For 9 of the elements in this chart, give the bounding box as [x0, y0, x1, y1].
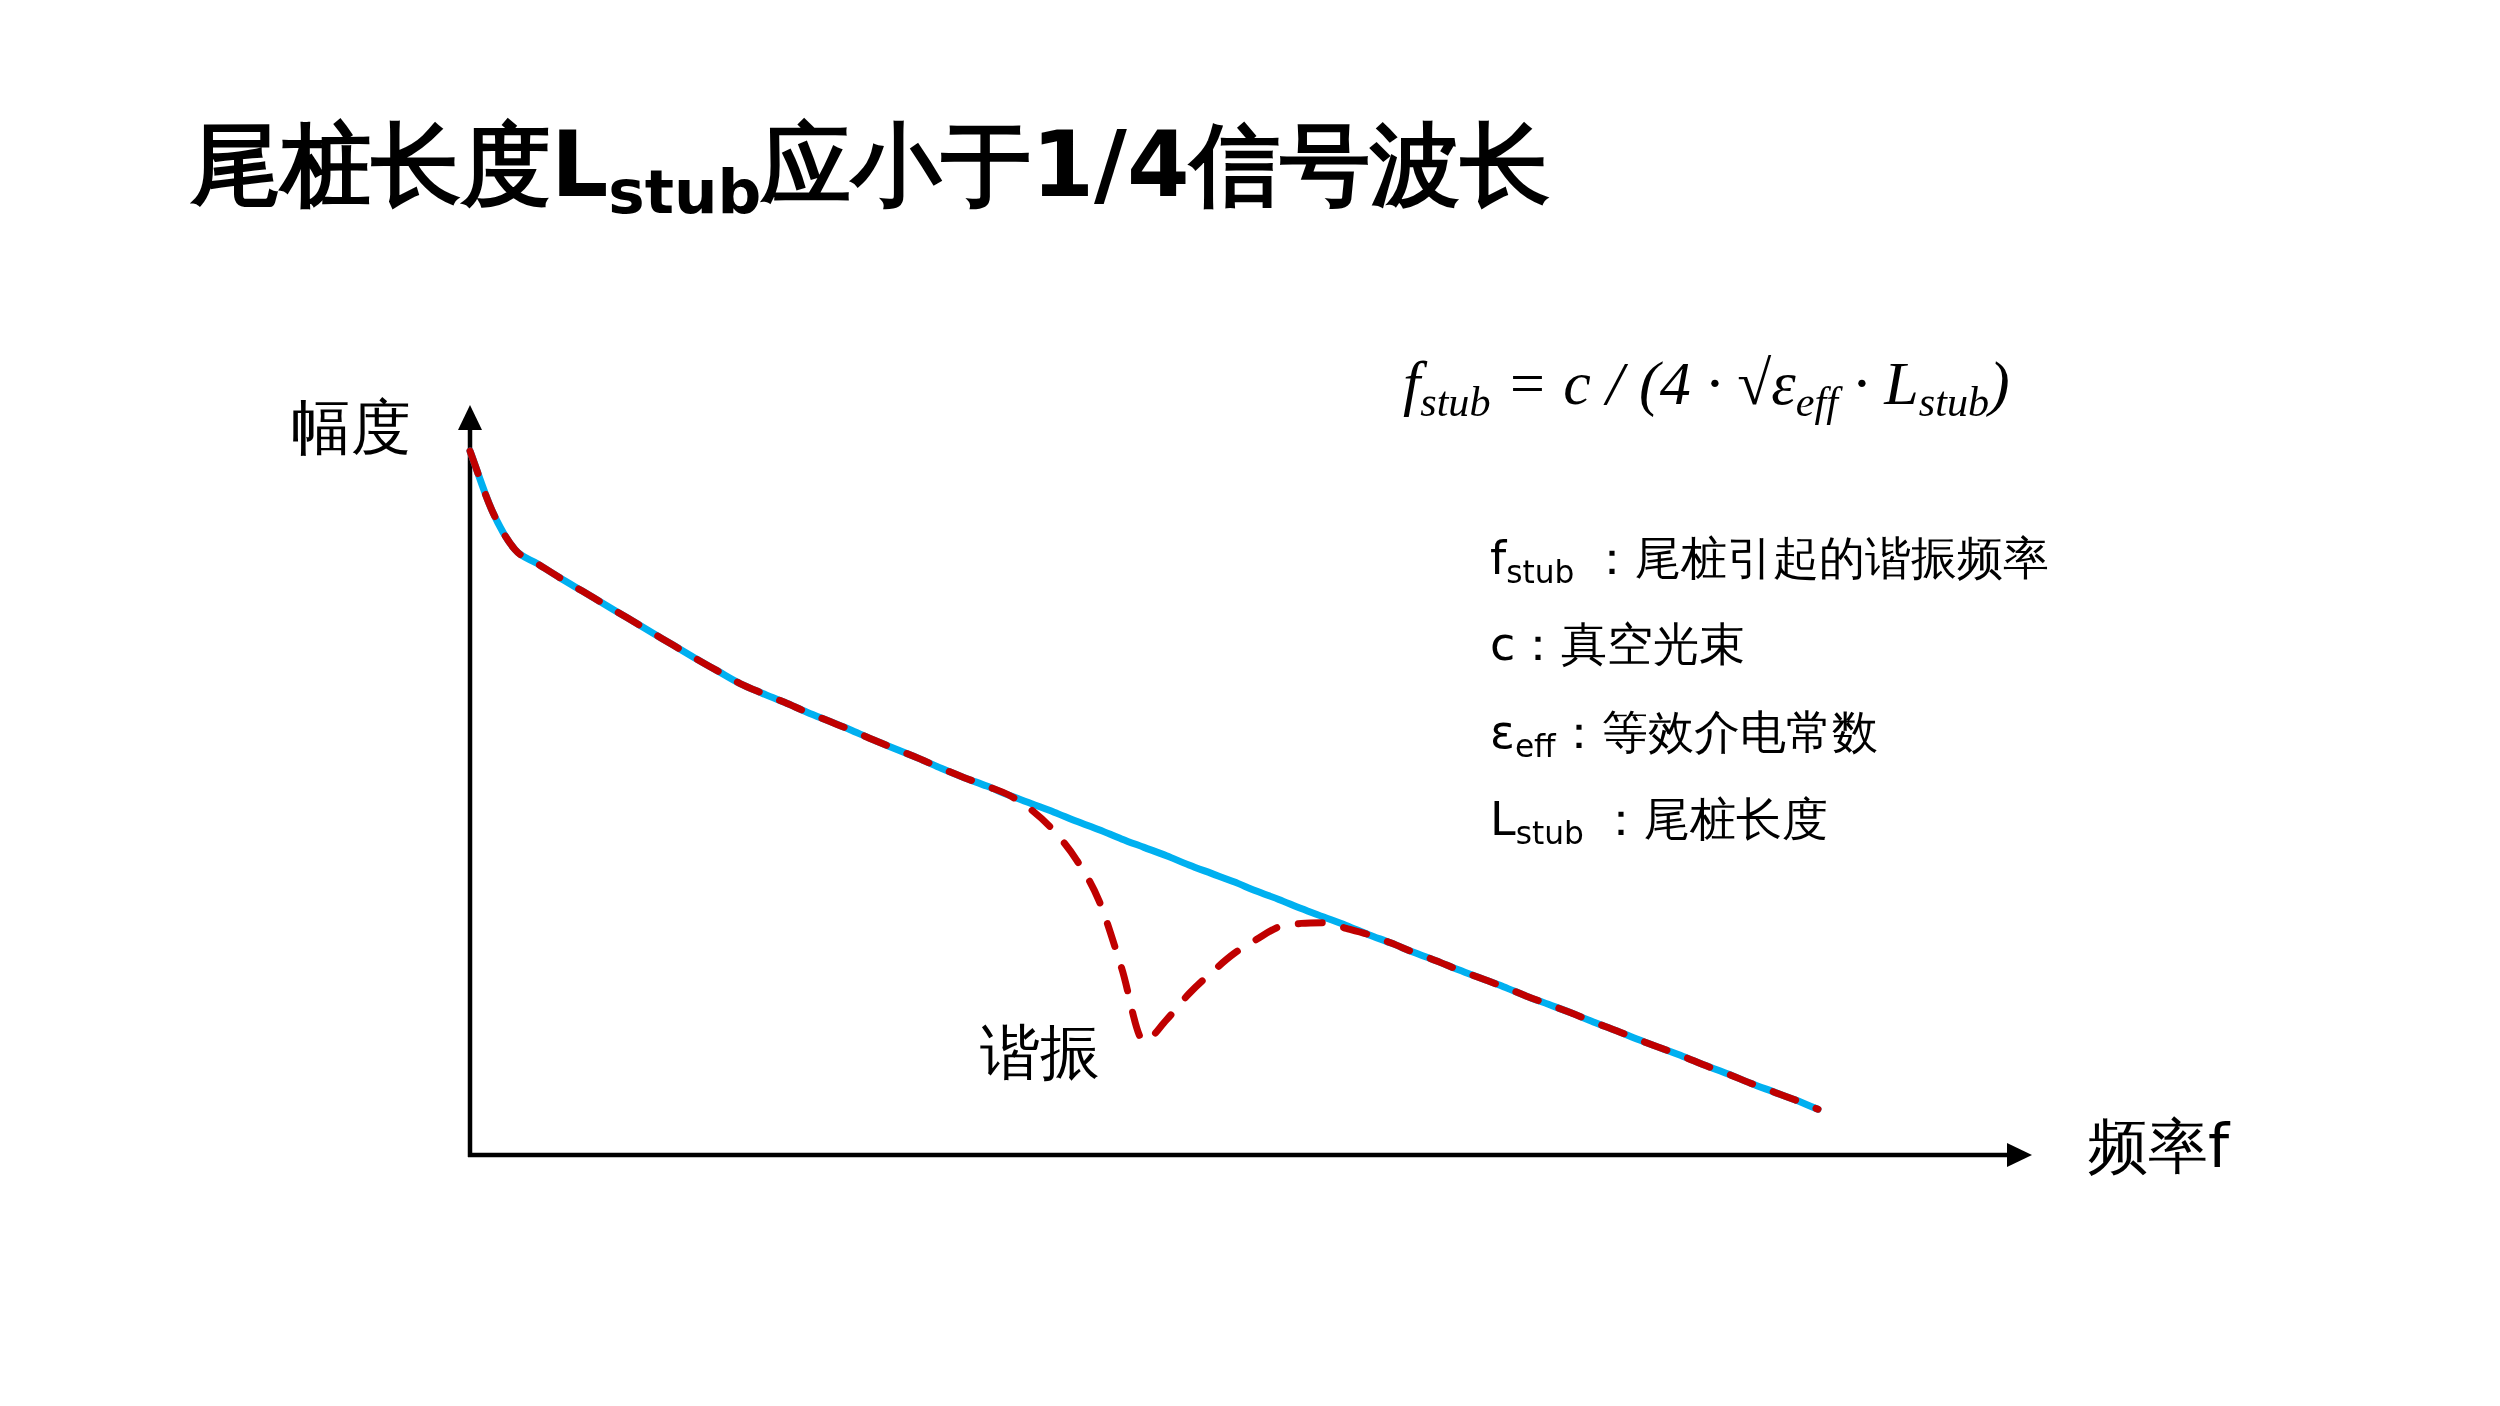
annotation: L$_{stub}$ ：尾桩长度 [1490, 791, 1829, 851]
y-axis-title: 幅度 [291, 391, 411, 463]
text: f$_{stub}$ = c / (4 · √ε$_{eff}$ · L$_{stub}$) [1403, 348, 2010, 425]
annotation: ε$_{eff}$：等效介电常数 [1490, 704, 1878, 764]
annotation: f$_{stub}$ ：尾桩引起的谐振频率 [1490, 530, 2050, 590]
annotation: c：真空光束 [1490, 616, 1746, 672]
x-axis-title: 频率f [2088, 1110, 2230, 1182]
annotation: 谐振 [980, 1016, 1100, 1088]
chart-title: 尾桩长度L$_{stub}$应小于1/4信号波长 [191, 111, 1550, 228]
